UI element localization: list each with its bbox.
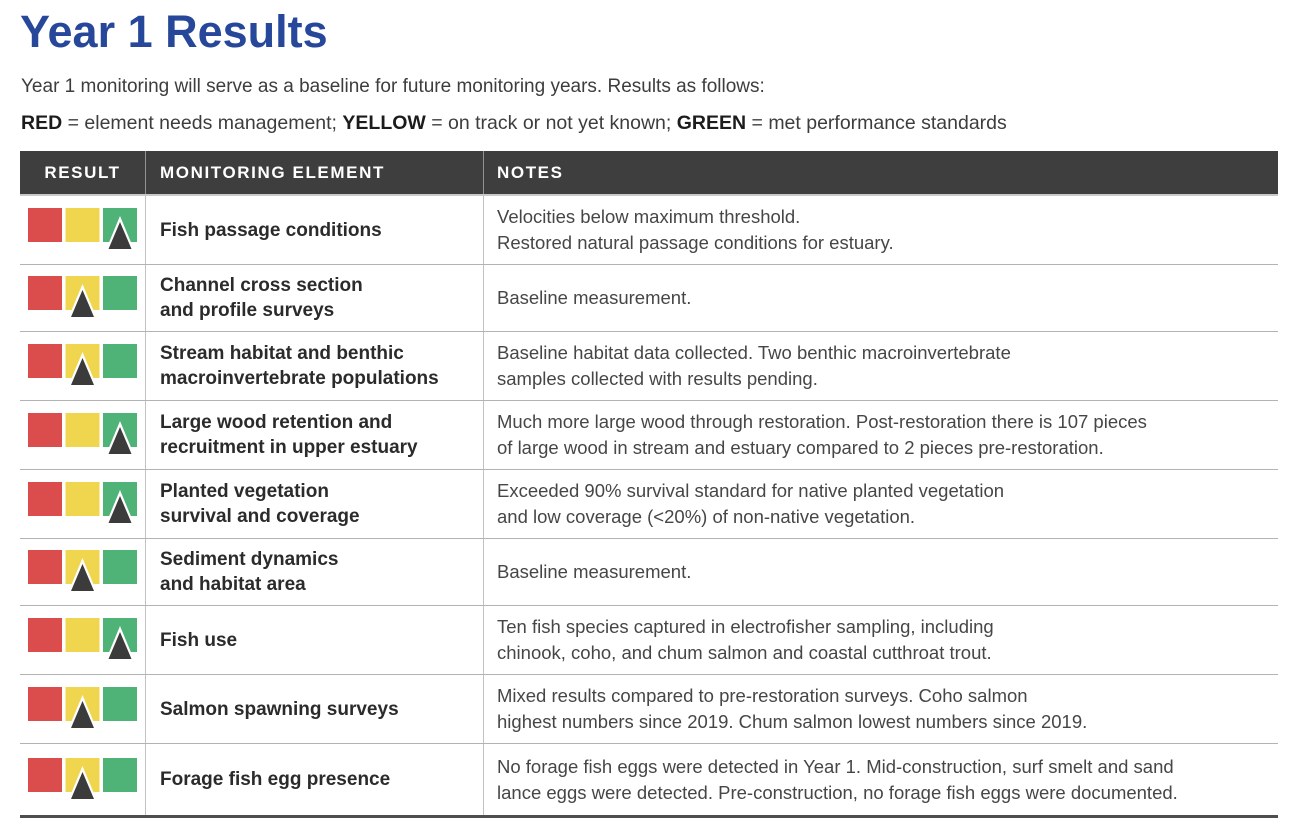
column-header-result: RESULT [20, 151, 146, 194]
notes-text: Baseline habitat data collected. Two ben… [497, 342, 1011, 389]
monitoring-element-cell: Large wood retention and recruitment in u… [146, 401, 484, 469]
table-header-row: RESULT MONITORING ELEMENT NOTES [20, 151, 1278, 196]
notes-cell: Ten fish species captured in electrofish… [484, 606, 1278, 674]
result-cell [20, 401, 146, 469]
notes-cell: Baseline habitat data collected. Two ben… [484, 332, 1278, 400]
monitoring-element-cell: Channel cross section and profile surveys [146, 265, 484, 331]
monitoring-element-label: Fish passage conditions [160, 219, 382, 241]
table-row: Stream habitat and benthic macroinvertebr… [20, 332, 1278, 401]
result-indicator-traffic-light-icon [28, 343, 137, 391]
monitoring-element-label: Forage fish egg presence [160, 769, 391, 790]
table-row: Sediment dynamics and habitat area Baseli… [20, 539, 1278, 606]
result-indicator-traffic-light-icon [28, 549, 137, 597]
table-row: Large wood retention and recruitment in u… [20, 401, 1278, 470]
monitoring-element-cell: Fish use [146, 606, 484, 674]
page-title: Year 1 Results [20, 6, 328, 57]
result-cell [20, 470, 146, 538]
monitoring-element-cell: Forage fish egg presence [146, 744, 484, 815]
result-indicator-traffic-light-icon [28, 481, 137, 529]
notes-cell: Exceeded 90% survival standard for nativ… [484, 470, 1278, 538]
notes-cell: Baseline measurement. [484, 265, 1278, 331]
column-header-monitoring-element: MONITORING ELEMENT [146, 151, 484, 194]
table-row: Fish use Ten fish species captured in el… [20, 606, 1278, 675]
results-table: RESULT MONITORING ELEMENT NOTES Fish pas… [20, 151, 1278, 818]
legend-description: = on track or not yet known; [425, 112, 677, 134]
legend-color-keyword: GREEN [676, 112, 747, 134]
result-indicator-traffic-light-icon [28, 686, 137, 734]
notes-text: Mixed results compared to pre-restoratio… [497, 685, 1088, 732]
monitoring-element-cell: Planted vegetation survival and coverage [146, 470, 484, 538]
legend-color-keyword: YELLOW [342, 112, 426, 134]
notes-text: Baseline measurement. [497, 561, 692, 582]
results-table-body: Fish passage conditions Velocities below… [20, 196, 1278, 815]
intro-text: Year 1 monitoring will serve as a baseli… [21, 76, 765, 97]
monitoring-element-cell: Salmon spawning surveys [146, 675, 484, 743]
result-cell [20, 196, 146, 264]
notes-cell: Much more large wood through restoration… [484, 401, 1278, 469]
monitoring-element-label: Salmon spawning surveys [160, 698, 399, 720]
notes-text: Velocities below maximum threshold. Resto… [497, 206, 894, 253]
result-indicator-traffic-light-icon [28, 757, 137, 805]
notes-cell: Velocities below maximum threshold. Resto… [484, 196, 1278, 264]
notes-text: Exceeded 90% survival standard for nativ… [497, 480, 1005, 527]
monitoring-element-cell: Stream habitat and benthic macroinvertebr… [146, 332, 484, 400]
report-page: Year 1 Results Year 1 monitoring will se… [0, 6, 1296, 818]
result-cell [20, 744, 146, 815]
monitoring-element-label: Large wood retention and recruitment in u… [160, 412, 418, 458]
result-cell [20, 265, 146, 331]
table-row: Forage fish egg presence No forage fish … [20, 744, 1278, 815]
monitoring-element-label: Fish use [160, 629, 238, 651]
notes-text: Much more large wood through restoration… [497, 411, 1147, 458]
legend-line: RED = element needs management; YELLOW =… [21, 112, 1277, 135]
monitoring-element-cell: Sediment dynamics and habitat area [146, 539, 484, 605]
legend-description: = element needs management; [62, 112, 343, 134]
legend-color-keyword: RED [21, 112, 63, 134]
notes-text: Ten fish species captured in electrofish… [497, 616, 994, 663]
notes-cell: Baseline measurement. [484, 539, 1278, 605]
result-cell [20, 606, 146, 674]
monitoring-element-label: Sediment dynamics and habitat area [160, 549, 339, 595]
result-indicator-traffic-light-icon [28, 207, 137, 255]
monitoring-element-label: Planted vegetation survival and coverage [160, 481, 360, 527]
column-header-notes: NOTES [497, 162, 564, 182]
result-cell [20, 675, 146, 743]
result-indicator-traffic-light-icon [28, 412, 137, 460]
result-indicator-traffic-light-icon [28, 617, 137, 665]
monitoring-element-cell: Fish passage conditions [146, 196, 484, 264]
table-row: Planted vegetation survival and coverage … [20, 470, 1278, 539]
result-indicator-traffic-light-icon [28, 275, 137, 323]
result-cell [20, 539, 146, 605]
legend-description: = met performance standards [746, 112, 1007, 134]
notes-cell: No forage fish eggs were detected in Yea… [484, 744, 1278, 815]
notes-cell: Mixed results compared to pre-restoratio… [484, 675, 1278, 743]
table-row: Fish passage conditions Velocities below… [20, 196, 1278, 265]
notes-text: No forage fish eggs were detected in Yea… [497, 755, 1178, 803]
table-row: Salmon spawning surveys Mixed results co… [20, 675, 1278, 744]
result-cell [20, 332, 146, 400]
monitoring-element-label: Channel cross section and profile surveys [160, 275, 363, 321]
table-row: Channel cross section and profile surveys… [20, 265, 1278, 332]
monitoring-element-label: Stream habitat and benthic macroinvertebr… [160, 343, 439, 389]
notes-text: Baseline measurement. [497, 287, 692, 308]
